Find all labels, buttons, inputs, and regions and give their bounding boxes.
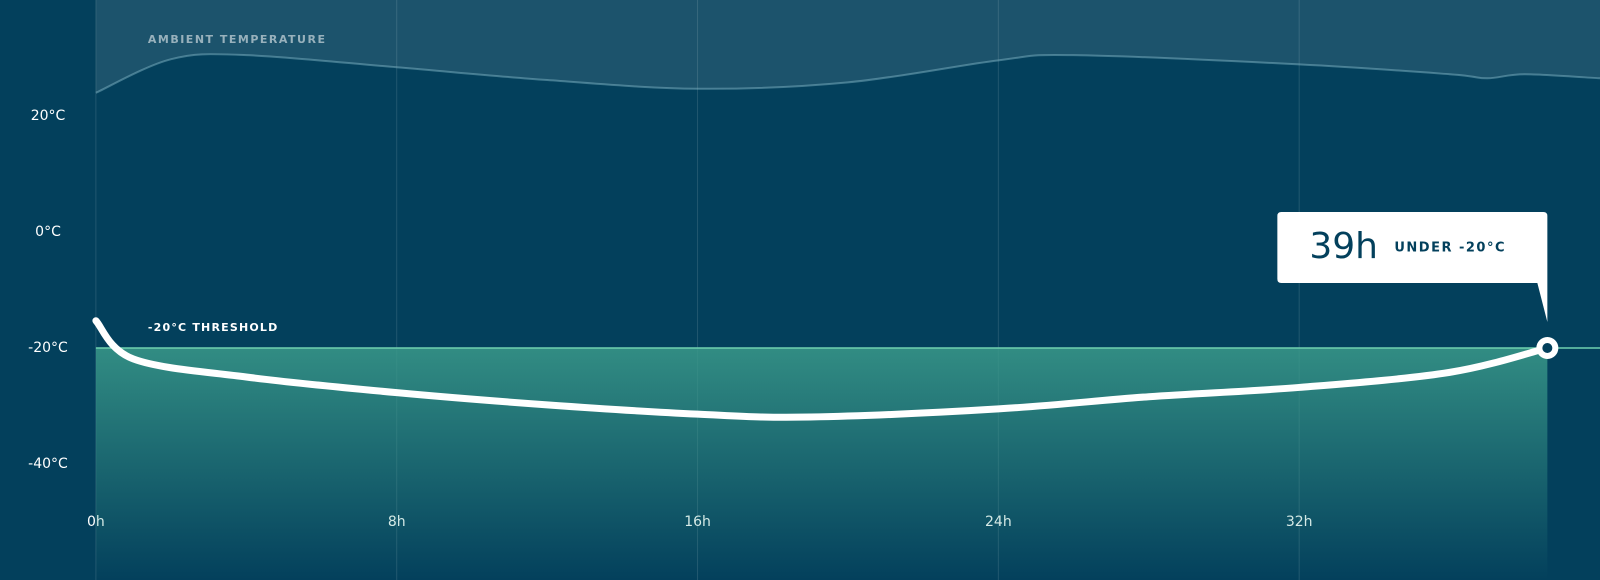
ambient-area <box>95 0 1600 93</box>
callout-duration: 39h <box>1309 226 1378 267</box>
y-tick-label: 20°C <box>31 108 66 124</box>
threshold-label: -20°C THRESHOLD <box>148 321 279 334</box>
y-tick-label: -40°C <box>28 456 68 472</box>
y-tick-label: 0°C <box>35 224 61 240</box>
ambient-line <box>95 53 1600 94</box>
marker-dot <box>1542 343 1553 353</box>
y-tick-label: -20°C <box>28 340 68 356</box>
callout-box <box>1277 212 1548 322</box>
temperature-line <box>92 317 1551 421</box>
ambient-label: AMBIENT TEMPERATURE <box>148 33 327 46</box>
callout-text: UNDER -20°C <box>1394 241 1506 256</box>
